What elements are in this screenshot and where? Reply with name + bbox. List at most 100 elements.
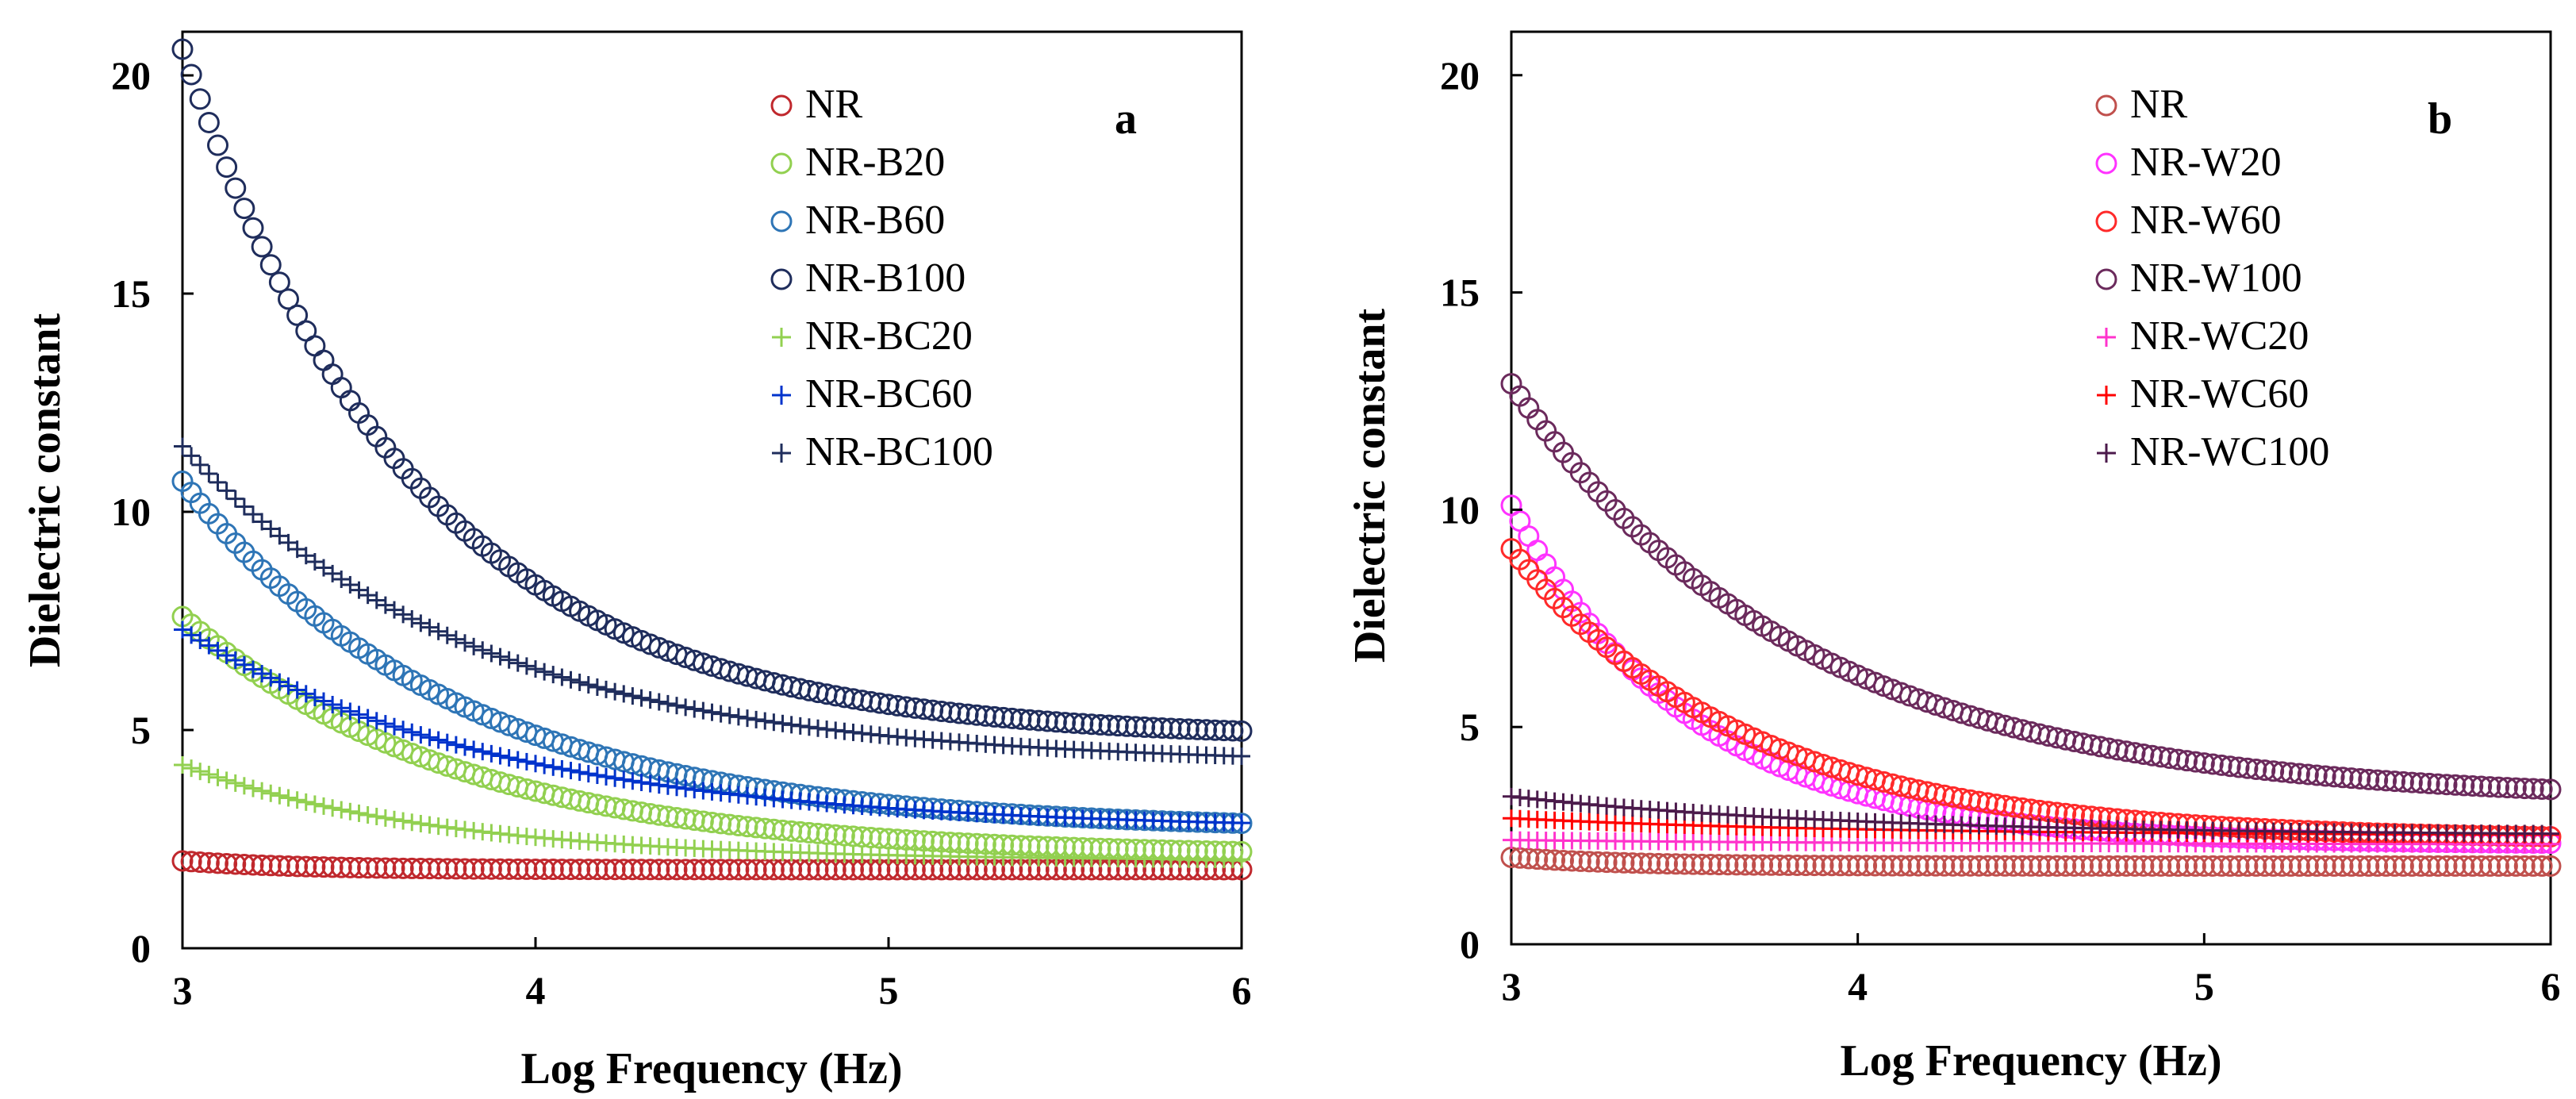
legend-marker [770, 210, 793, 232]
data-point [2029, 855, 2051, 877]
y-tick-label: 20 [111, 53, 151, 98]
data-point [305, 795, 324, 813]
data-point [1569, 850, 1591, 872]
legend-entry: NR [770, 82, 863, 127]
y-tick-label: 15 [1440, 271, 1480, 315]
data-point [412, 614, 430, 632]
legend-entry: NR-B20 [770, 140, 945, 185]
data-point [2297, 763, 2319, 786]
data-point [533, 858, 555, 880]
data-point [2418, 855, 2440, 877]
data-point [1213, 720, 1235, 742]
data-point [350, 804, 368, 822]
y-tick-label: 10 [111, 490, 151, 534]
x-axis-label-a: Log Frequency (Hz) [520, 1044, 902, 1093]
data-point [279, 789, 298, 807]
data-point [403, 609, 421, 628]
legend-label: NR-W60 [2130, 198, 2282, 243]
data-point [419, 858, 440, 880]
data-point [1951, 855, 1973, 877]
data-point [1994, 855, 2016, 877]
data-point [1561, 850, 1583, 872]
data-point [1001, 707, 1023, 729]
data-point [632, 773, 651, 791]
data-point [657, 859, 679, 881]
data-point [606, 682, 624, 701]
data-point [781, 820, 803, 842]
data-point [2002, 855, 2025, 877]
legend-b: NR NR-W20 NR-W60 NR-W100 NR-WC20 NR-WC60 NR-WC… [2095, 82, 2329, 475]
data-point [1942, 855, 1964, 877]
data-point [2427, 855, 2449, 877]
data-point [259, 855, 282, 877]
data-point [321, 856, 344, 878]
legend-entry: NR-WC20 [2097, 313, 2309, 359]
data-point [242, 217, 264, 239]
data-point [253, 664, 271, 682]
data-point [551, 859, 573, 881]
data-point [1985, 794, 2007, 816]
data-point [516, 858, 538, 880]
data-point [1151, 717, 1173, 739]
data-point [1639, 852, 1661, 874]
series-layer-b [1500, 373, 2562, 877]
data-point [1222, 720, 1244, 742]
data-point [1613, 851, 1635, 874]
data-point [595, 859, 617, 881]
data-point [957, 703, 979, 725]
data-point [1553, 849, 1574, 871]
data-point [597, 767, 615, 786]
data-point [1699, 853, 1722, 875]
data-point [507, 858, 529, 880]
data-point [350, 581, 368, 599]
data-point [244, 779, 262, 797]
plot-frame-b [1510, 30, 2552, 946]
data-point [632, 689, 651, 707]
legend-label: NR-BC20 [805, 313, 973, 359]
data-point [288, 540, 306, 559]
y-tick-label: 5 [1460, 705, 1480, 749]
data-point [1233, 814, 1250, 832]
data-point [992, 706, 1015, 728]
data-point [2202, 753, 2224, 775]
data-point [2513, 855, 2536, 877]
data-point [2522, 778, 2544, 800]
data-point [1925, 855, 1947, 877]
data-point [2193, 855, 2215, 877]
data-point [429, 731, 447, 749]
y-tick-label: 10 [1440, 487, 1480, 532]
data-point [268, 855, 290, 877]
data-point [367, 807, 386, 825]
data-point [789, 820, 812, 843]
legend-label: NR-W20 [2130, 140, 2282, 185]
legend-label: NR-B60 [805, 198, 945, 243]
data-point [544, 758, 562, 776]
data-point [2436, 774, 2458, 796]
data-point [482, 744, 501, 763]
data-point [2522, 855, 2544, 877]
data-point [463, 858, 485, 880]
data-point [658, 777, 677, 795]
data-point [200, 636, 218, 655]
data-point [1760, 854, 1782, 876]
data-point [1821, 855, 1843, 877]
data-point [200, 766, 218, 784]
data-point [1177, 718, 1200, 740]
data-point [2470, 855, 2493, 877]
data-point [536, 756, 554, 774]
data-point [1960, 789, 1982, 811]
data-point [553, 759, 571, 778]
data-point [1544, 849, 1566, 871]
data-point [456, 634, 474, 652]
data-point [1664, 853, 1687, 875]
data-point [367, 712, 386, 730]
data-point [798, 821, 820, 843]
data-point [341, 702, 359, 720]
data-point [1916, 855, 1938, 877]
data-point [1994, 794, 2016, 817]
data-point [1795, 855, 1817, 877]
data-point [438, 733, 456, 751]
data-point [544, 666, 562, 684]
data-point [2245, 855, 2267, 877]
